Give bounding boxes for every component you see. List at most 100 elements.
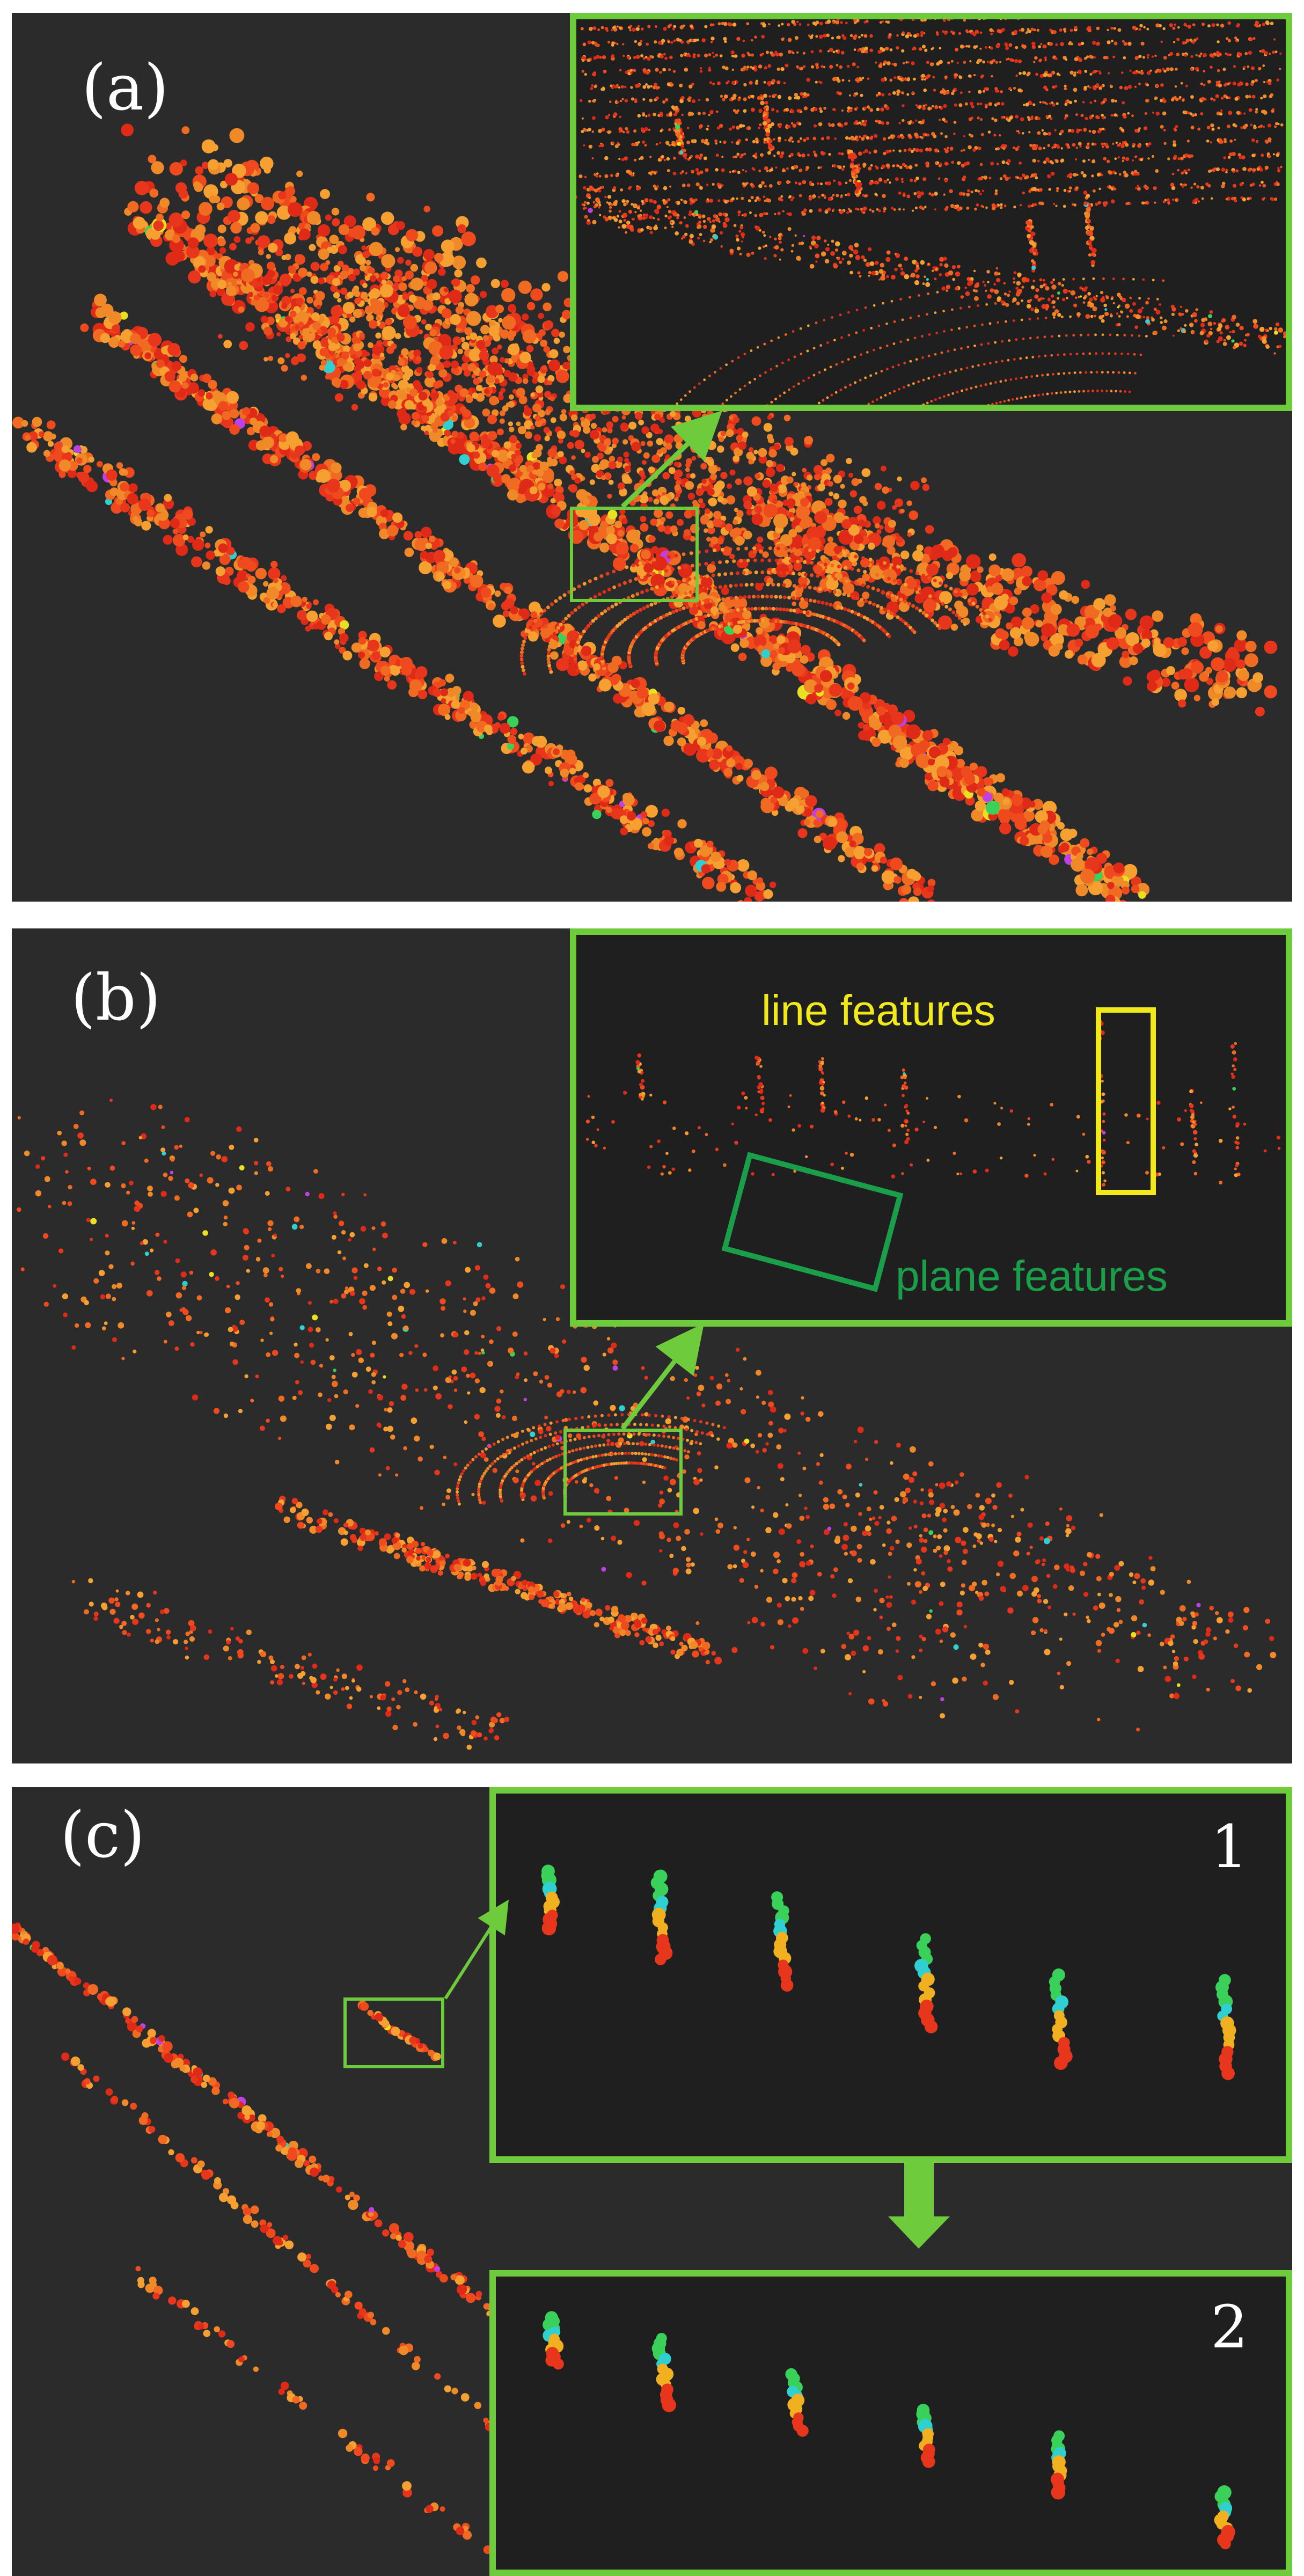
point [225, 173, 238, 186]
ground-ring-point [881, 590, 885, 594]
ground-ring-point [911, 604, 915, 608]
ground-ring-point [736, 547, 740, 551]
point [353, 309, 362, 318]
ground-ring-point [554, 599, 558, 603]
point [768, 23, 770, 25]
point [165, 371, 175, 382]
ground-ring-point [746, 559, 750, 562]
ground-ring-point [533, 619, 537, 623]
point [581, 449, 585, 453]
point [1022, 608, 1032, 617]
point [641, 426, 649, 434]
point [150, 230, 160, 240]
point [726, 745, 732, 751]
point [814, 566, 823, 575]
point [423, 206, 430, 212]
point [553, 748, 560, 755]
point [267, 262, 275, 270]
point [1014, 588, 1022, 595]
point [347, 291, 354, 298]
ground-ring-point [704, 562, 708, 566]
point [511, 454, 517, 459]
point [825, 498, 833, 506]
point [321, 360, 327, 365]
point [540, 340, 547, 347]
ground-ring-point [757, 607, 761, 611]
point [1006, 623, 1013, 630]
ground-ring-point [563, 593, 567, 597]
point [1184, 677, 1199, 692]
point [218, 401, 228, 411]
point [1011, 794, 1023, 806]
point [405, 400, 414, 409]
point [643, 818, 649, 824]
ground-ring-point [796, 560, 800, 564]
point [260, 157, 273, 170]
point [507, 735, 516, 744]
point [759, 617, 770, 628]
point [666, 458, 673, 465]
point [662, 472, 670, 480]
point [290, 311, 296, 317]
point [385, 318, 392, 326]
point [116, 462, 123, 469]
point [518, 734, 524, 740]
point [869, 715, 877, 723]
point [434, 253, 443, 262]
point [356, 380, 365, 390]
ground-ring-point [809, 598, 812, 602]
ground-ring-point [774, 595, 778, 599]
point [127, 493, 138, 504]
point [792, 472, 796, 476]
point [679, 25, 684, 30]
ground-ring-point [817, 562, 821, 566]
ground-ring-point [527, 629, 531, 633]
point [758, 448, 767, 457]
point [624, 452, 629, 458]
point [814, 473, 821, 480]
ground-ring-point [954, 590, 958, 594]
point [380, 509, 389, 517]
point [395, 247, 400, 252]
point [193, 181, 201, 189]
point [982, 19, 985, 20]
point [1057, 822, 1065, 830]
ground-ring-point [938, 626, 942, 630]
ground-ring-point [948, 608, 952, 611]
point [807, 24, 810, 26]
ground-ring-point [837, 565, 841, 568]
point [1001, 28, 1005, 32]
point [748, 870, 757, 880]
ground-ring-point [868, 601, 872, 605]
point [518, 609, 526, 617]
point [245, 322, 255, 332]
point [544, 473, 554, 483]
point [1014, 30, 1017, 34]
point [690, 473, 695, 479]
ground-ring-point [721, 597, 725, 601]
point [567, 442, 574, 449]
point [172, 235, 181, 243]
point [430, 356, 440, 365]
ground-ring-point [689, 604, 693, 608]
point [1002, 788, 1009, 796]
ground-ring-point [635, 610, 639, 614]
point [320, 189, 330, 199]
point [998, 809, 1012, 823]
point [922, 484, 929, 491]
ground-ring-point [597, 614, 600, 618]
point [862, 501, 868, 506]
point [843, 712, 851, 720]
point [363, 371, 372, 379]
point [479, 350, 489, 361]
point [923, 19, 927, 21]
point [317, 469, 331, 483]
point [1051, 604, 1062, 615]
point [863, 21, 866, 24]
point [443, 361, 451, 368]
point [333, 292, 340, 298]
point [192, 539, 204, 551]
ground-ring-point [529, 626, 532, 630]
point [332, 208, 340, 216]
point [773, 514, 788, 529]
